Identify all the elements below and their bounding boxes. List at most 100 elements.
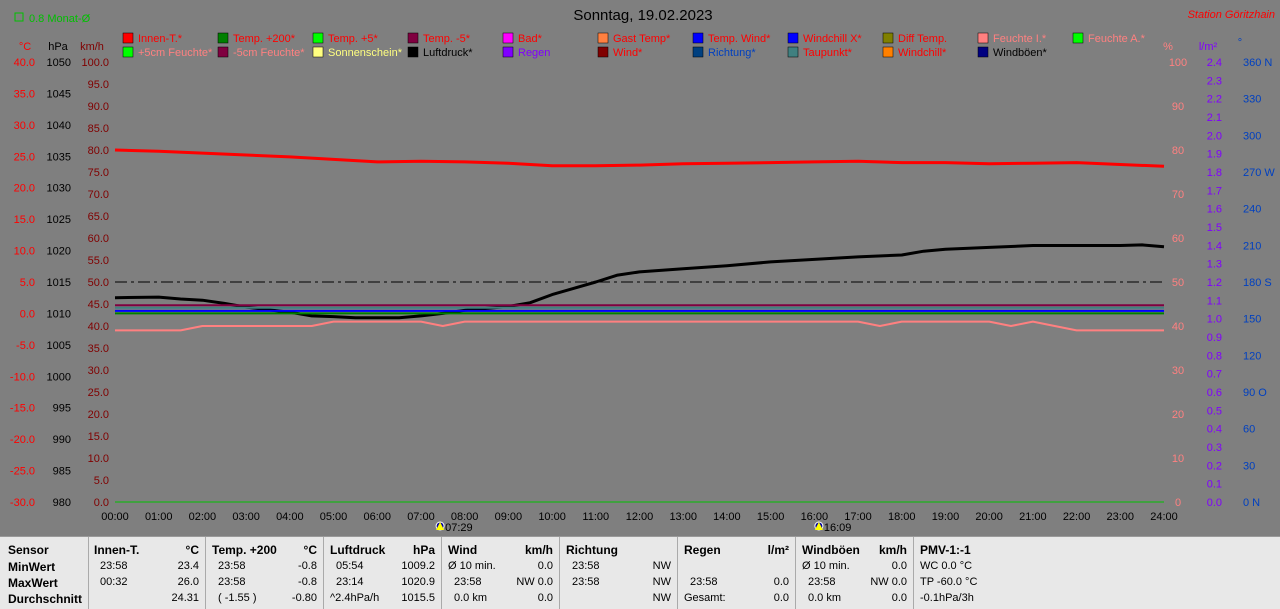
rain-tick-label: 2.4 — [1207, 57, 1222, 69]
legend-swatch[interactable] — [787, 32, 799, 44]
legend-swatch[interactable] — [692, 46, 704, 58]
richtung-min-value: NW — [652, 560, 671, 572]
legend-swatch[interactable] — [217, 46, 229, 58]
temp200-max-time: 23:58 — [218, 576, 246, 588]
legend-label[interactable]: Temp. +5* — [328, 33, 379, 45]
innen-max-time: 00:32 — [100, 576, 128, 588]
sunrise-time: 07:29 — [445, 522, 473, 534]
direction-tick-label: 330 — [1243, 94, 1261, 106]
legend-label[interactable]: Regen — [518, 47, 550, 59]
innen-unit: °C — [185, 543, 199, 557]
legend-label[interactable]: Luftdruck* — [423, 47, 473, 59]
weather-chart: Sonntag, 19.02.2023 Station Göritzhain 0… — [10, 7, 1275, 534]
legend-label[interactable]: Feuchte A.* — [1088, 33, 1146, 45]
legend-swatch[interactable] — [502, 46, 514, 58]
humidity-tick-label: 20 — [1172, 409, 1184, 421]
rain-tick-label: 1.5 — [1207, 222, 1222, 234]
windboen-avg-value: 0.0 — [891, 592, 907, 604]
wind-avg10-label: Ø 10 min. — [448, 560, 496, 572]
wind-tick-label: 85.0 — [88, 123, 109, 135]
legend-label[interactable]: Innen-T.* — [138, 33, 183, 45]
legend-swatch[interactable] — [407, 46, 419, 58]
legend-swatch[interactable] — [977, 46, 989, 58]
legend-swatch[interactable] — [597, 46, 609, 58]
legend-swatch[interactable] — [312, 32, 324, 44]
legend-swatch[interactable] — [217, 32, 229, 44]
legend-swatch[interactable] — [882, 32, 894, 44]
luftdruck-min-time: 05:54 — [336, 560, 364, 572]
temp200-min-time: 23:58 — [218, 560, 246, 572]
legend-swatch[interactable] — [882, 46, 894, 58]
legend-label[interactable]: +5cm Feuchte* — [138, 47, 213, 59]
monthly-avg-label: 0.8 Monat-Ø — [29, 13, 91, 25]
legend-label[interactable]: Temp. -5* — [423, 33, 471, 45]
legend-swatch[interactable] — [122, 46, 134, 58]
row-label-min: MinWert — [8, 560, 56, 574]
pmv-windchill: WC 0.0 °C — [920, 560, 973, 572]
luftdruck-avg-value: 1015.5 — [401, 592, 435, 604]
humidity-tick-label: 30 — [1172, 365, 1184, 377]
temp-tick-label: -20.0 — [10, 434, 35, 446]
time-tick-label: 01:00 — [145, 511, 173, 523]
regen-total-label: Gesamt: — [684, 592, 726, 604]
pressure-tick-label: 1050 — [47, 57, 71, 69]
wind-tick-label: 90.0 — [88, 101, 109, 113]
luftdruck-unit: hPa — [412, 543, 435, 557]
station-name: Station Göritzhain — [1188, 9, 1275, 21]
chart-title: Sonntag, 19.02.2023 — [573, 7, 712, 24]
legend-label[interactable]: Temp. +200* — [233, 33, 296, 45]
direction-tick-label: 120 — [1243, 350, 1261, 362]
legend-swatch[interactable] — [122, 32, 134, 44]
legend-swatch[interactable] — [597, 32, 609, 44]
legend-label[interactable]: Richtung* — [708, 47, 756, 59]
pmv-dewpoint: TP -60.0 °C — [920, 576, 978, 588]
legend-label[interactable]: Bad* — [518, 33, 543, 45]
wind-tick-label: 55.0 — [88, 255, 109, 267]
innen-header: Innen-T. — [94, 543, 140, 557]
legend-label[interactable]: Taupunkt* — [803, 47, 853, 59]
temp-tick-label: 10.0 — [14, 246, 35, 258]
legend-label[interactable]: -5cm Feuchte* — [233, 47, 305, 59]
legend-swatch[interactable] — [692, 32, 704, 44]
legend-label[interactable]: Feuchte I.* — [993, 33, 1047, 45]
temp-tick-label: 15.0 — [14, 214, 35, 226]
legend-swatch[interactable] — [502, 32, 514, 44]
rain-tick-label: 0.3 — [1207, 442, 1222, 454]
legend-label[interactable]: Windchill X* — [803, 33, 862, 45]
temp-tick-label: -10.0 — [10, 371, 35, 383]
series-line — [114, 148, 1165, 168]
rain-tick-label: 1.6 — [1207, 204, 1222, 216]
temp200-unit: °C — [303, 543, 317, 557]
legend-label[interactable]: Windchill* — [898, 47, 947, 59]
time-tick-label: 12:00 — [626, 511, 654, 523]
wind-tick-label: 40.0 — [88, 321, 109, 333]
wind-distance: 0.0 km — [454, 592, 488, 604]
legend-swatch[interactable] — [1072, 32, 1084, 44]
legend-label[interactable]: Windböen* — [993, 47, 1048, 59]
legend-label[interactable]: Sonnenschein* — [328, 47, 403, 59]
legend-label[interactable]: Wind* — [613, 47, 643, 59]
direction-tick-label: 240 — [1243, 204, 1261, 216]
legend-swatch[interactable] — [407, 32, 419, 44]
wind-tick-label: 70.0 — [88, 189, 109, 201]
time-tick-label: 11:00 — [582, 511, 609, 523]
pressure-tick-label: 1030 — [47, 183, 71, 195]
time-tick-label: 22:00 — [1063, 511, 1091, 523]
wind-tick-label: 5.0 — [94, 475, 109, 487]
wind-tick-label: 10.0 — [88, 453, 109, 465]
legend-swatch[interactable] — [977, 32, 989, 44]
wind-avg10-value: 0.0 — [537, 560, 553, 572]
legend-label[interactable]: Temp. Wind* — [708, 33, 771, 45]
legend-swatch[interactable] — [312, 46, 324, 58]
legend-label[interactable]: Gast Temp* — [613, 33, 671, 45]
wind-tick-label: 45.0 — [88, 299, 109, 311]
windboen-avg10-label: Ø 10 min. — [802, 560, 850, 572]
col-luftdruck: Luftdruck hPa 05:54 1009.2 23:14 1020.9 … — [323, 537, 442, 609]
monthly-avg-checkbox[interactable] — [14, 12, 24, 22]
legend-label[interactable]: Diff Temp. — [898, 33, 947, 45]
wind-max-value: NW 0.0 — [516, 576, 553, 588]
pressure-tick-label: 990 — [53, 434, 71, 446]
legend-swatch[interactable] — [787, 46, 799, 58]
windboen-max-value: NW 0.0 — [870, 576, 907, 588]
temp-tick-label: 0.0 — [20, 308, 35, 320]
